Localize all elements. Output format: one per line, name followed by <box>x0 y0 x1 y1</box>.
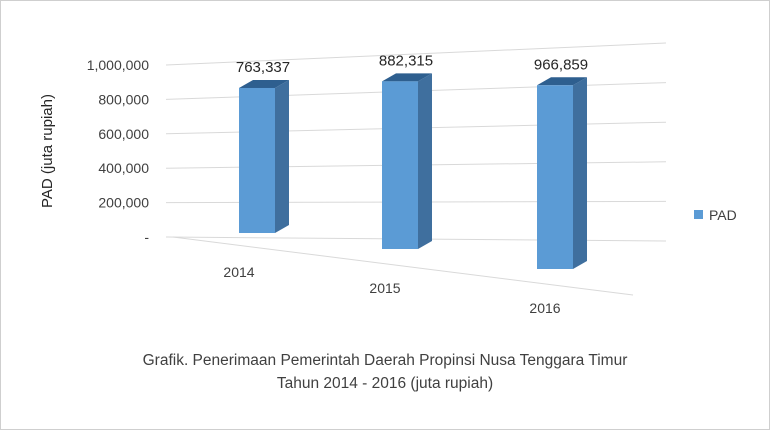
category-label: 2016 <box>529 300 560 316</box>
bar-2016: 966,859 <box>534 56 588 270</box>
bar-front <box>239 87 275 233</box>
data-label: 966,859 <box>534 56 588 73</box>
y-tick-label: 400,000 <box>98 160 149 176</box>
legend-swatch <box>694 210 703 219</box>
chart-svg: - 200,000 400,000 600,000 800,000 1,000,000 7… <box>39 42 737 316</box>
bar-side <box>275 79 289 233</box>
y-tick-label: 1,000,000 <box>87 57 149 73</box>
legend-label: PAD <box>709 207 737 223</box>
bar-front <box>537 85 573 270</box>
x-axis-categories: 2014 2015 2016 <box>223 264 560 316</box>
y-tick-label: - <box>144 229 149 245</box>
bar-2014: 763,337 <box>236 59 290 233</box>
caption-line-2: Tahun 2014 - 2016 (juta rupiah) <box>276 375 494 392</box>
y-tick-label: 200,000 <box>98 195 149 211</box>
bar-top <box>537 77 587 86</box>
legend: PAD <box>694 207 737 223</box>
y-axis-label: PAD (juta rupiah) <box>39 94 56 208</box>
category-label: 2015 <box>369 280 400 296</box>
bars: 763,337 882,315 966,859 <box>236 52 588 270</box>
bar-side <box>418 73 432 249</box>
bar-side <box>573 77 587 270</box>
y-tick-label: 600,000 <box>98 126 149 142</box>
y-axis-ticks: - 200,000 400,000 600,000 800,000 1,000,000 <box>87 57 150 245</box>
bar-front <box>382 81 418 249</box>
bar-top <box>382 73 432 82</box>
chart-caption: Grafik. Penerimaan Pemerintah Daerah Pro… <box>1 349 769 395</box>
data-label: 882,315 <box>379 52 433 69</box>
y-tick-label: 800,000 <box>98 91 149 107</box>
caption-line-1: Grafik. Penerimaan Pemerintah Daerah Pro… <box>142 352 628 369</box>
bar-2015: 882,315 <box>379 52 433 249</box>
bar-top <box>239 79 289 88</box>
gridline <box>165 42 667 66</box>
floor-edge <box>172 236 634 296</box>
data-label: 763,337 <box>236 59 290 76</box>
category-label: 2014 <box>223 264 254 280</box>
